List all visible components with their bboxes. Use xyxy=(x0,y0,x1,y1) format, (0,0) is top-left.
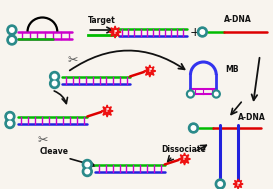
Text: F: F xyxy=(113,29,117,35)
Polygon shape xyxy=(179,153,191,165)
Polygon shape xyxy=(144,65,156,77)
Circle shape xyxy=(5,119,15,129)
Polygon shape xyxy=(101,105,113,117)
Circle shape xyxy=(215,92,218,96)
Circle shape xyxy=(10,38,14,42)
Circle shape xyxy=(82,160,92,170)
Circle shape xyxy=(197,27,207,37)
Circle shape xyxy=(52,74,57,79)
Circle shape xyxy=(7,25,17,35)
Circle shape xyxy=(82,167,92,177)
Circle shape xyxy=(191,126,196,130)
Circle shape xyxy=(85,169,90,174)
Circle shape xyxy=(5,112,15,122)
Text: F: F xyxy=(11,28,13,32)
Text: ✂: ✂ xyxy=(67,53,78,67)
Text: +: + xyxy=(189,26,200,39)
Text: ✂: ✂ xyxy=(37,133,48,146)
Circle shape xyxy=(8,121,12,126)
Circle shape xyxy=(215,179,225,189)
Text: Cleave: Cleave xyxy=(40,147,69,156)
Polygon shape xyxy=(233,179,243,189)
Circle shape xyxy=(52,81,57,86)
Circle shape xyxy=(50,78,60,88)
Circle shape xyxy=(212,90,220,98)
Text: A-DNA: A-DNA xyxy=(224,15,252,25)
Circle shape xyxy=(85,162,90,167)
Text: F: F xyxy=(236,181,240,187)
Circle shape xyxy=(218,182,222,186)
Text: A-DNA: A-DNA xyxy=(238,114,266,122)
Circle shape xyxy=(7,35,17,45)
Circle shape xyxy=(50,71,60,81)
Polygon shape xyxy=(109,26,121,38)
Text: F: F xyxy=(105,108,109,114)
Text: F: F xyxy=(183,156,186,161)
Text: MB: MB xyxy=(225,66,239,74)
Circle shape xyxy=(200,30,204,34)
Text: Target: Target xyxy=(88,16,116,25)
Circle shape xyxy=(186,90,194,98)
Text: Dissociate: Dissociate xyxy=(161,146,206,154)
Circle shape xyxy=(8,114,12,119)
Text: F: F xyxy=(148,68,152,74)
Circle shape xyxy=(189,92,192,96)
Circle shape xyxy=(10,28,14,32)
Circle shape xyxy=(188,123,198,133)
